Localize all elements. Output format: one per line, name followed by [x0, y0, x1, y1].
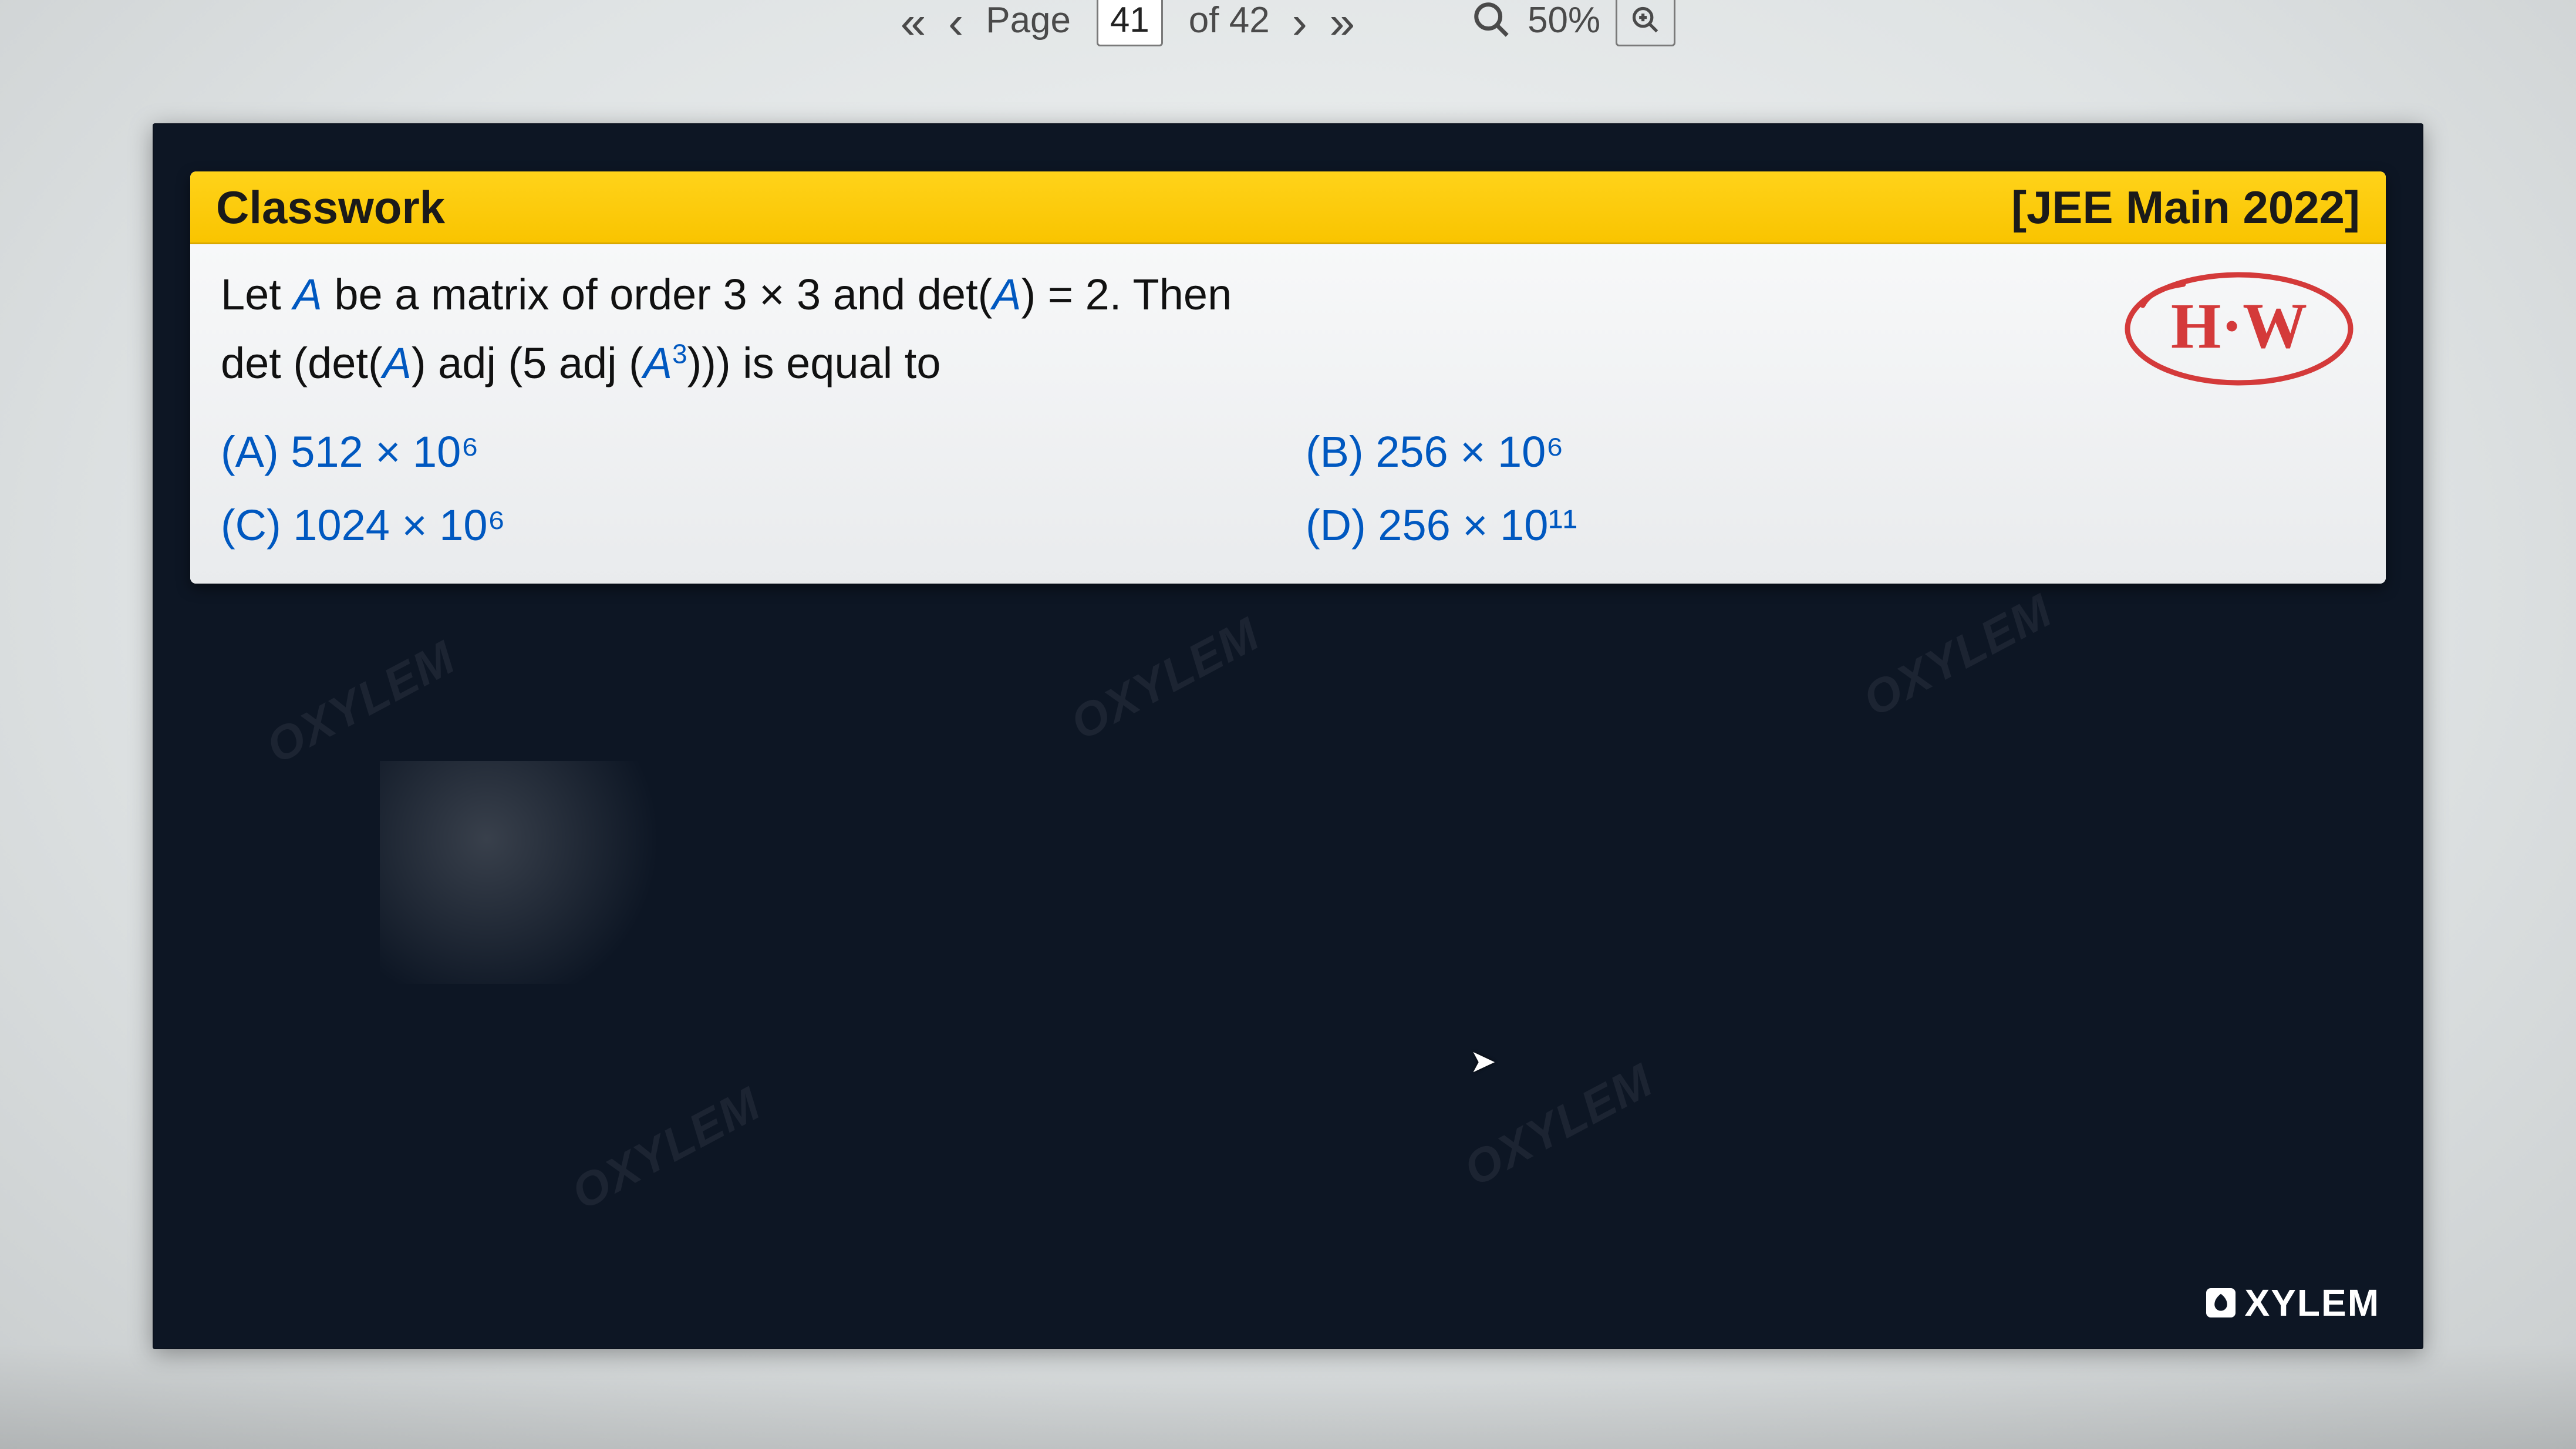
page-number-input[interactable]: 41 [1097, 0, 1163, 46]
watermark: OXYLEM [1855, 583, 2061, 727]
option-b: (B) 256 × 10⁶ [1306, 419, 2355, 484]
header-left: Classwork [216, 181, 445, 234]
question-line-1: Let A be a matrix of order 3 × 3 and det… [221, 262, 2355, 327]
option-c: (C) 1024 × 10⁶ [221, 493, 1270, 558]
watermark: OXYLEM [563, 1076, 770, 1220]
next-page-icon[interactable]: › [1292, 0, 1307, 45]
cursor-icon: ➤ [1469, 1043, 1496, 1080]
zoom-percent-label: 50% [1528, 0, 1600, 41]
card-body: Let A be a matrix of order 3 × 3 and det… [190, 244, 2386, 584]
leaf-icon [2206, 1288, 2236, 1317]
brand-logo: XYLEM [2206, 1281, 2380, 1325]
screen-vignette [0, 1343, 2576, 1449]
search-icon[interactable] [1471, 0, 1512, 41]
slide-frame: OXYLEM OXYLEM OXYLEM OXYLEM OXYLEM Class… [153, 123, 2423, 1349]
page-label: Page [986, 0, 1071, 41]
brand-text: XYLEM [2245, 1281, 2380, 1325]
option-a: (A) 512 × 10⁶ [221, 419, 1270, 484]
question-line-2: det (det(A) adj (5 adj (A3))) is equal t… [221, 331, 2355, 396]
pdf-toolbar: « ‹ Page 41 of 42 › » 50% [0, 0, 2576, 61]
header-right: [JEE Main 2022] [2011, 181, 2360, 234]
question-card: Classwork [JEE Main 2022] Let A be a mat… [190, 171, 2386, 584]
last-page-icon[interactable]: » [1330, 0, 1355, 45]
card-header: Classwork [JEE Main 2022] [190, 171, 2386, 244]
prev-page-icon[interactable]: ‹ [948, 0, 963, 45]
watermark: OXYLEM [258, 630, 464, 774]
watermark: OXYLEM [1455, 1053, 1662, 1197]
options-grid: (A) 512 × 10⁶ (B) 256 × 10⁶ (C) 1024 × 1… [221, 419, 2355, 558]
option-d: (D) 256 × 10¹¹ [1306, 493, 2355, 558]
page-total-label: of 42 [1189, 0, 1270, 41]
first-page-icon[interactable]: « [901, 0, 926, 45]
zoom-in-button[interactable] [1616, 0, 1675, 46]
watermark: OXYLEM [1062, 606, 1269, 750]
